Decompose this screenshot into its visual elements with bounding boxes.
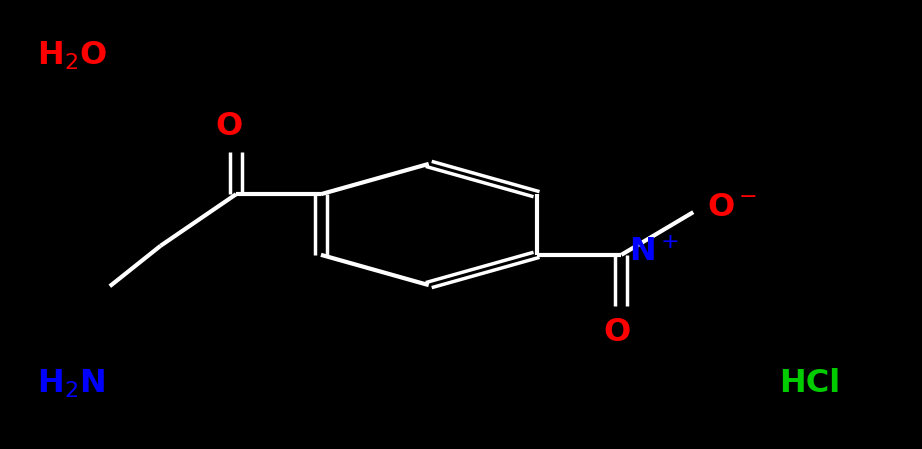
- Text: O: O: [215, 111, 242, 142]
- Text: H$_2$N: H$_2$N: [37, 368, 105, 400]
- Text: N$^+$: N$^+$: [629, 237, 679, 268]
- Text: O: O: [603, 317, 631, 348]
- Text: O$^-$: O$^-$: [707, 192, 757, 223]
- Text: H$_2$O: H$_2$O: [37, 40, 107, 72]
- Text: HCl: HCl: [779, 368, 840, 400]
